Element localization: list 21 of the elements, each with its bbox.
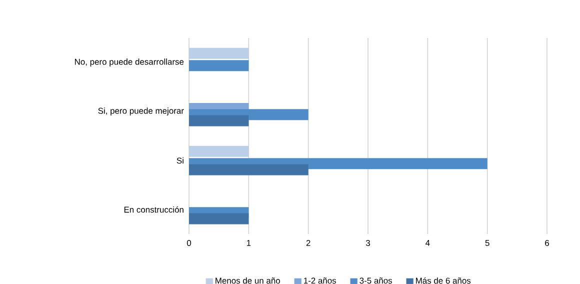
- bar: [189, 48, 249, 59]
- x-tick-label: 0: [186, 240, 192, 246]
- y-tick-label: Si: [176, 157, 184, 164]
- legend-label: 1-2 años: [304, 277, 336, 284]
- x-tick-label: 5: [485, 240, 490, 246]
- legend-label: Más de 6 años: [416, 277, 471, 284]
- legend-label: Menos de un año: [216, 277, 280, 284]
- bar: [189, 164, 308, 176]
- legend-label: 3-5 años: [360, 277, 392, 284]
- x-tick-label: 2: [306, 240, 310, 246]
- x-tick-label: 3: [366, 240, 370, 246]
- y-tick-label: No, pero puede desarrollarse: [74, 58, 184, 66]
- x-tick-label: 4: [426, 240, 430, 246]
- bar: [189, 213, 249, 224]
- y-tick-label: En construcción: [124, 206, 184, 213]
- y-tick-label: Si, pero puede mejorar: [98, 108, 184, 116]
- x-tick-label: 1: [246, 240, 251, 246]
- x-tick-label: 6: [545, 240, 549, 246]
- bar: [189, 146, 249, 157]
- bar: [189, 60, 249, 72]
- bar: [189, 115, 249, 126]
